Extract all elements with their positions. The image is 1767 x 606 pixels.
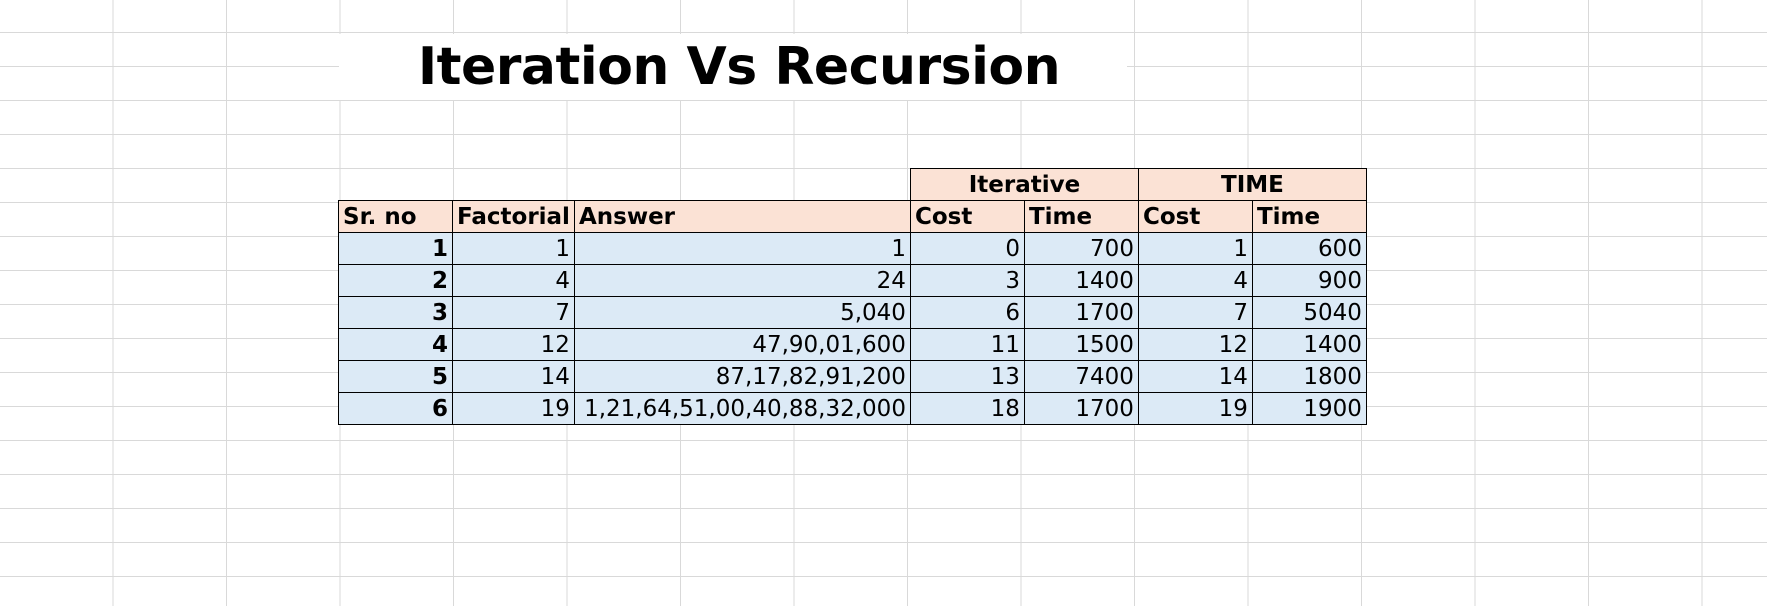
table-row: 1 1 1 0 700 1 600 [338,232,1367,265]
column-header-time-time[interactable]: Time [1251,200,1367,233]
column-header-iterative-time[interactable]: Time [1023,200,1139,233]
cell-time-time[interactable]: 600 [1251,232,1367,265]
column-header-sr-no[interactable]: Sr. no [338,200,453,233]
group-header-iterative[interactable]: Iterative [909,168,1139,201]
cell-iterative-cost[interactable]: 3 [909,264,1025,297]
cell-iterative-time[interactable]: 700 [1023,232,1139,265]
cell-iterative-time[interactable]: 1500 [1023,328,1139,361]
cell-iterative-cost[interactable]: 11 [909,328,1025,361]
group-header-time[interactable]: TIME [1137,168,1367,201]
cell-factorial[interactable]: 7 [452,296,575,329]
table-row: 5 14 87,17,82,91,200 13 7400 14 1800 [338,360,1367,393]
cell-time-time[interactable]: 5040 [1251,296,1367,329]
comparison-table: Iterative TIME Sr. no Factorial Answer C… [338,168,1367,425]
cell-factorial[interactable]: 14 [452,360,575,393]
cell-answer[interactable]: 1 [573,232,911,265]
cell-iterative-cost[interactable]: 0 [909,232,1025,265]
column-header-answer[interactable]: Answer [573,200,911,233]
cell-time-cost[interactable]: 1 [1137,232,1253,265]
table-row: 3 7 5,040 6 1700 7 5040 [338,296,1367,329]
cell-answer[interactable]: 1,21,64,51,00,40,88,32,000 [573,392,911,425]
cell-time-time[interactable]: 900 [1251,264,1367,297]
table-row: 2 4 24 3 1400 4 900 [338,264,1367,297]
column-header-factorial[interactable]: Factorial [452,200,575,233]
cell-sr-no[interactable]: 3 [338,296,453,329]
table-body: 1 1 1 0 700 1 600 2 4 24 3 1400 4 900 3 7 5,040 6 1700 7 504… [338,232,1367,425]
cell-time-cost[interactable]: 19 [1137,392,1253,425]
cell-iterative-cost[interactable]: 13 [909,360,1025,393]
column-header-time-cost[interactable]: Cost [1137,200,1253,233]
cell-iterative-time[interactable]: 1700 [1023,296,1139,329]
cell-iterative-cost[interactable]: 18 [909,392,1025,425]
cell-iterative-time[interactable]: 1400 [1023,264,1139,297]
cell-time-time[interactable]: 1800 [1251,360,1367,393]
sheet-title: Iteration Vs Recursion [417,37,1061,97]
empty-cell [339,169,911,201]
cell-time-time[interactable]: 1400 [1251,328,1367,361]
column-header-iterative-cost[interactable]: Cost [909,200,1025,233]
group-header-row: Iterative TIME [339,168,1367,201]
cell-answer[interactable]: 24 [573,264,911,297]
cell-iterative-time[interactable]: 7400 [1023,360,1139,393]
table-row: 4 12 47,90,01,600 11 1500 12 1400 [338,328,1367,361]
cell-factorial[interactable]: 4 [452,264,575,297]
cell-sr-no[interactable]: 6 [338,392,453,425]
title-cell[interactable]: Iteration Vs Recursion [339,34,1127,100]
cell-factorial[interactable]: 1 [452,232,575,265]
cell-answer[interactable]: 5,040 [573,296,911,329]
cell-time-cost[interactable]: 12 [1137,328,1253,361]
cell-time-cost[interactable]: 4 [1137,264,1253,297]
cell-time-cost[interactable]: 7 [1137,296,1253,329]
cell-factorial[interactable]: 12 [452,328,575,361]
column-header-row: Sr. no Factorial Answer Cost Time Cost T… [338,200,1367,233]
cell-sr-no[interactable]: 4 [338,328,453,361]
cell-sr-no[interactable]: 5 [338,360,453,393]
cell-factorial[interactable]: 19 [452,392,575,425]
table-row: 6 19 1,21,64,51,00,40,88,32,000 18 1700 19 190… [338,392,1367,425]
cell-sr-no[interactable]: 1 [338,232,453,265]
cell-answer[interactable]: 87,17,82,91,200 [573,360,911,393]
cell-iterative-time[interactable]: 1700 [1023,392,1139,425]
cell-time-cost[interactable]: 14 [1137,360,1253,393]
cell-sr-no[interactable]: 2 [338,264,453,297]
cell-time-time[interactable]: 1900 [1251,392,1367,425]
cell-iterative-cost[interactable]: 6 [909,296,1025,329]
cell-answer[interactable]: 47,90,01,600 [573,328,911,361]
